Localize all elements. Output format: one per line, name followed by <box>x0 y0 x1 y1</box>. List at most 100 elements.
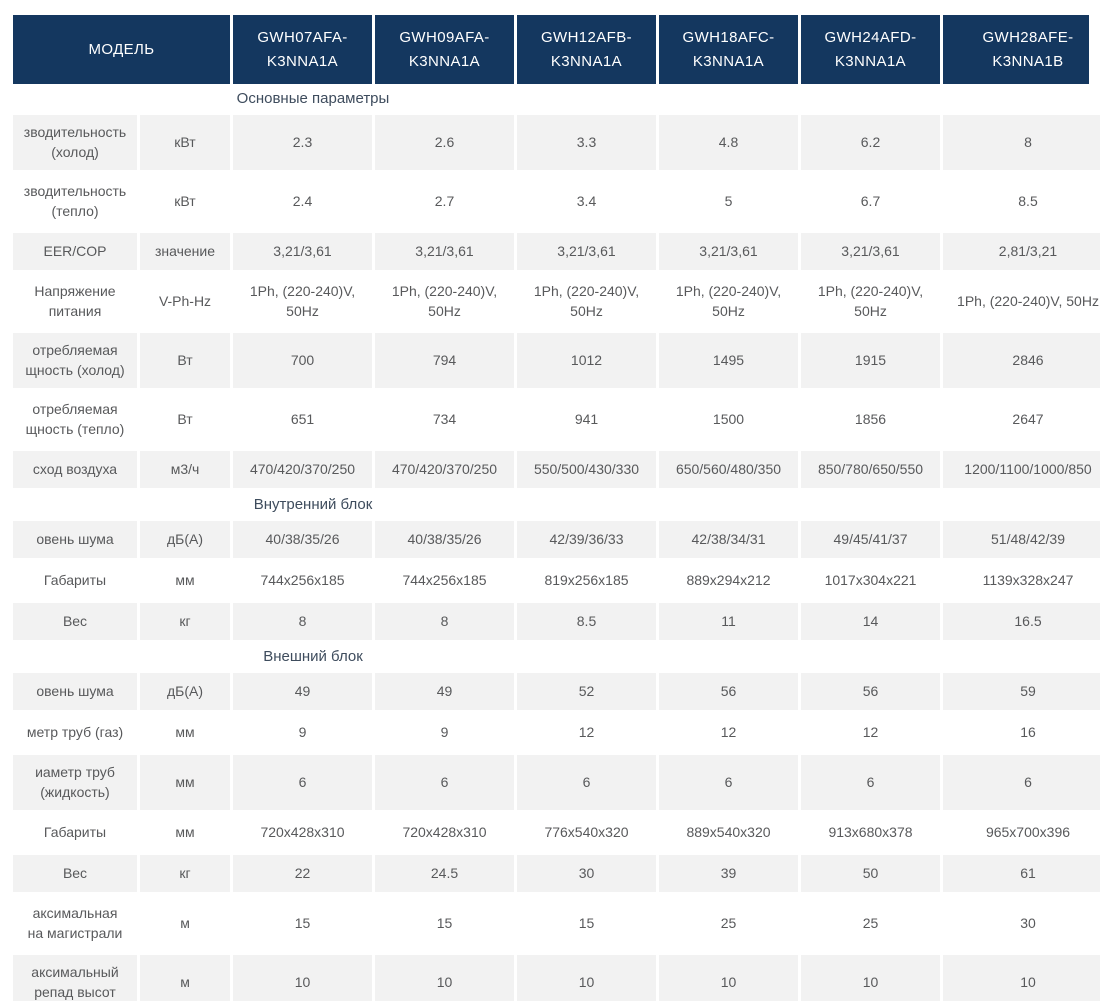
spec-row: сход воздуха м3/ч 470/420/370/250 470/420/3… <box>13 451 1100 488</box>
value-cell: 720x428x310 <box>260 823 345 840</box>
section-title: Внутренний блок <box>253 496 373 513</box>
value-cell: 2846 <box>943 333 1100 388</box>
unit-cell: Вт <box>140 333 230 388</box>
value-cell: 22 <box>233 855 372 892</box>
spec-row: зводительность (холод) кВт 2.3 2.6 3.3 4.8 6.2… <box>13 115 1100 170</box>
value-cell: 6 <box>659 755 798 810</box>
value-cell: 6 <box>943 755 1100 810</box>
spec-row: метр труб (газ) мм 9 9 12 12 12 16 <box>13 714 1100 751</box>
value-cell: 6.7 <box>860 192 881 209</box>
param-label: зводительность (тепло) <box>23 182 127 219</box>
param-label: EER/COP <box>13 233 137 270</box>
param-label: Вес <box>13 603 137 640</box>
value-cell: 15 <box>436 914 453 931</box>
value-cell: 51/48/42/39 <box>943 521 1100 558</box>
value-cell: 2.7 <box>434 192 455 209</box>
spec-row: Габариты мм 720x428x310 720x428x310 776x540x… <box>13 814 1100 851</box>
table-header-row: МОДЕЛЬ GWH07AFA- K3NNA1A GWH09AFA- K3NNA1A… <box>13 15 1100 84</box>
value-cell: 49/45/41/37 <box>801 521 940 558</box>
value-cell: 50 <box>801 855 940 892</box>
param-label: метр труб (газ) <box>26 723 124 740</box>
spec-row: аксимальный репад высот м 10 10 10 10 10 10 <box>13 955 1100 1001</box>
value-cell: 889x540x320 <box>686 823 771 840</box>
spec-row: отребляемая щность (холод) Вт 700 794 1012 14… <box>13 333 1100 388</box>
value-cell: 11 <box>659 603 798 640</box>
value-cell: 42/38/34/31 <box>659 521 798 558</box>
value-cell: 1200/1100/1000/850 <box>943 451 1100 488</box>
value-cell: 819x256x185 <box>544 571 629 588</box>
value-cell: 10 <box>943 955 1100 1001</box>
value-cell: 6 <box>233 755 372 810</box>
value-cell: 470/420/370/250 <box>233 451 372 488</box>
value-cell: 49 <box>375 673 514 710</box>
section-title: Основные параметры <box>236 90 390 107</box>
value-cell: 651 <box>290 410 315 427</box>
param-label: иаметр труб (жидкость) <box>13 755 137 810</box>
section-title: Внешний блок <box>263 648 363 665</box>
unit-cell: Вт <box>177 410 193 427</box>
value-cell: 1Ph, (220-240)V, 50Hz <box>675 282 782 319</box>
value-cell: 39 <box>659 855 798 892</box>
unit-cell: кВт <box>140 115 230 170</box>
value-cell: 1915 <box>801 333 940 388</box>
param-label: Вес <box>13 855 137 892</box>
value-cell: 2.6 <box>375 115 514 170</box>
value-cell: 1856 <box>854 410 887 427</box>
unit-cell: дБ(А) <box>140 673 230 710</box>
value-cell: 850/780/650/550 <box>801 451 940 488</box>
value-cell: 889x294x212 <box>686 571 771 588</box>
value-cell: 1Ph, (220-240)V, 50Hz <box>533 282 640 319</box>
param-label: Напряжение питания <box>34 282 116 319</box>
param-label: отребляемая щность (холод) <box>13 333 137 388</box>
param-label: сход воздуха <box>13 451 137 488</box>
param-label: аксимальный репад высот <box>13 955 137 1001</box>
value-cell: 8 <box>943 115 1100 170</box>
value-cell: 40/38/35/26 <box>233 521 372 558</box>
value-cell: 1Ph, (220-240)V, 50Hz <box>957 292 1099 309</box>
value-cell: 794 <box>375 333 514 388</box>
value-cell: 40/38/35/26 <box>375 521 514 558</box>
value-cell: 10 <box>233 955 372 1001</box>
model-header: GWH24AFD- K3NNA1A <box>801 15 940 84</box>
value-cell: 5 <box>724 192 733 209</box>
spec-row: аксимальная на магистрали м 15 15 15 25 25 30 <box>13 896 1100 951</box>
value-cell: 9 <box>440 723 449 740</box>
value-cell: 1Ph, (220-240)V, 50Hz <box>249 282 356 319</box>
value-cell: 744x256x185 <box>402 571 487 588</box>
value-cell: 2,81/3,21 <box>943 233 1100 270</box>
spec-row: овень шума дБ(А) 49 49 52 56 56 59 <box>13 673 1100 710</box>
value-cell: 10 <box>659 955 798 1001</box>
value-cell: 56 <box>801 673 940 710</box>
value-cell: 61 <box>943 855 1100 892</box>
value-cell: 6 <box>801 755 940 810</box>
value-cell: 3.4 <box>576 192 597 209</box>
value-cell: 1017x304x221 <box>824 571 917 588</box>
value-cell: 550/500/430/330 <box>517 451 656 488</box>
value-cell: 6 <box>517 755 656 810</box>
value-cell: 9 <box>298 723 307 740</box>
value-cell: 49 <box>233 673 372 710</box>
value-cell: 42/39/36/33 <box>517 521 656 558</box>
value-cell: 12 <box>720 723 737 740</box>
value-cell: 1012 <box>517 333 656 388</box>
value-cell: 2647 <box>1012 410 1044 427</box>
value-cell: 941 <box>574 410 599 427</box>
value-cell: 3,21/3,61 <box>801 233 940 270</box>
unit-cell: значение <box>140 233 230 270</box>
value-cell: 3.3 <box>517 115 656 170</box>
value-cell: 12 <box>578 723 595 740</box>
unit-cell: кг <box>140 603 230 640</box>
spec-row: иаметр труб (жидкость) мм 6 6 6 6 6 6 <box>13 755 1100 810</box>
param-label: Габариты <box>43 571 107 588</box>
section-row: Основные параметры <box>13 86 1100 111</box>
unit-cell: мм <box>175 723 195 740</box>
spec-row: зводительность (тепло) кВт 2.4 2.7 3.4 5 6.7 8.… <box>13 174 1100 229</box>
model-header: GWH12AFB- K3NNA1A <box>517 15 656 84</box>
value-cell: 8 <box>375 603 514 640</box>
value-cell: 16.5 <box>943 603 1100 640</box>
value-cell: 8 <box>233 603 372 640</box>
section-row: Внешний блок <box>13 644 1100 669</box>
model-header: GWH28AFE- K3NNA1B <box>943 15 1100 84</box>
value-cell: 15 <box>578 914 595 931</box>
value-cell: 24.5 <box>375 855 514 892</box>
